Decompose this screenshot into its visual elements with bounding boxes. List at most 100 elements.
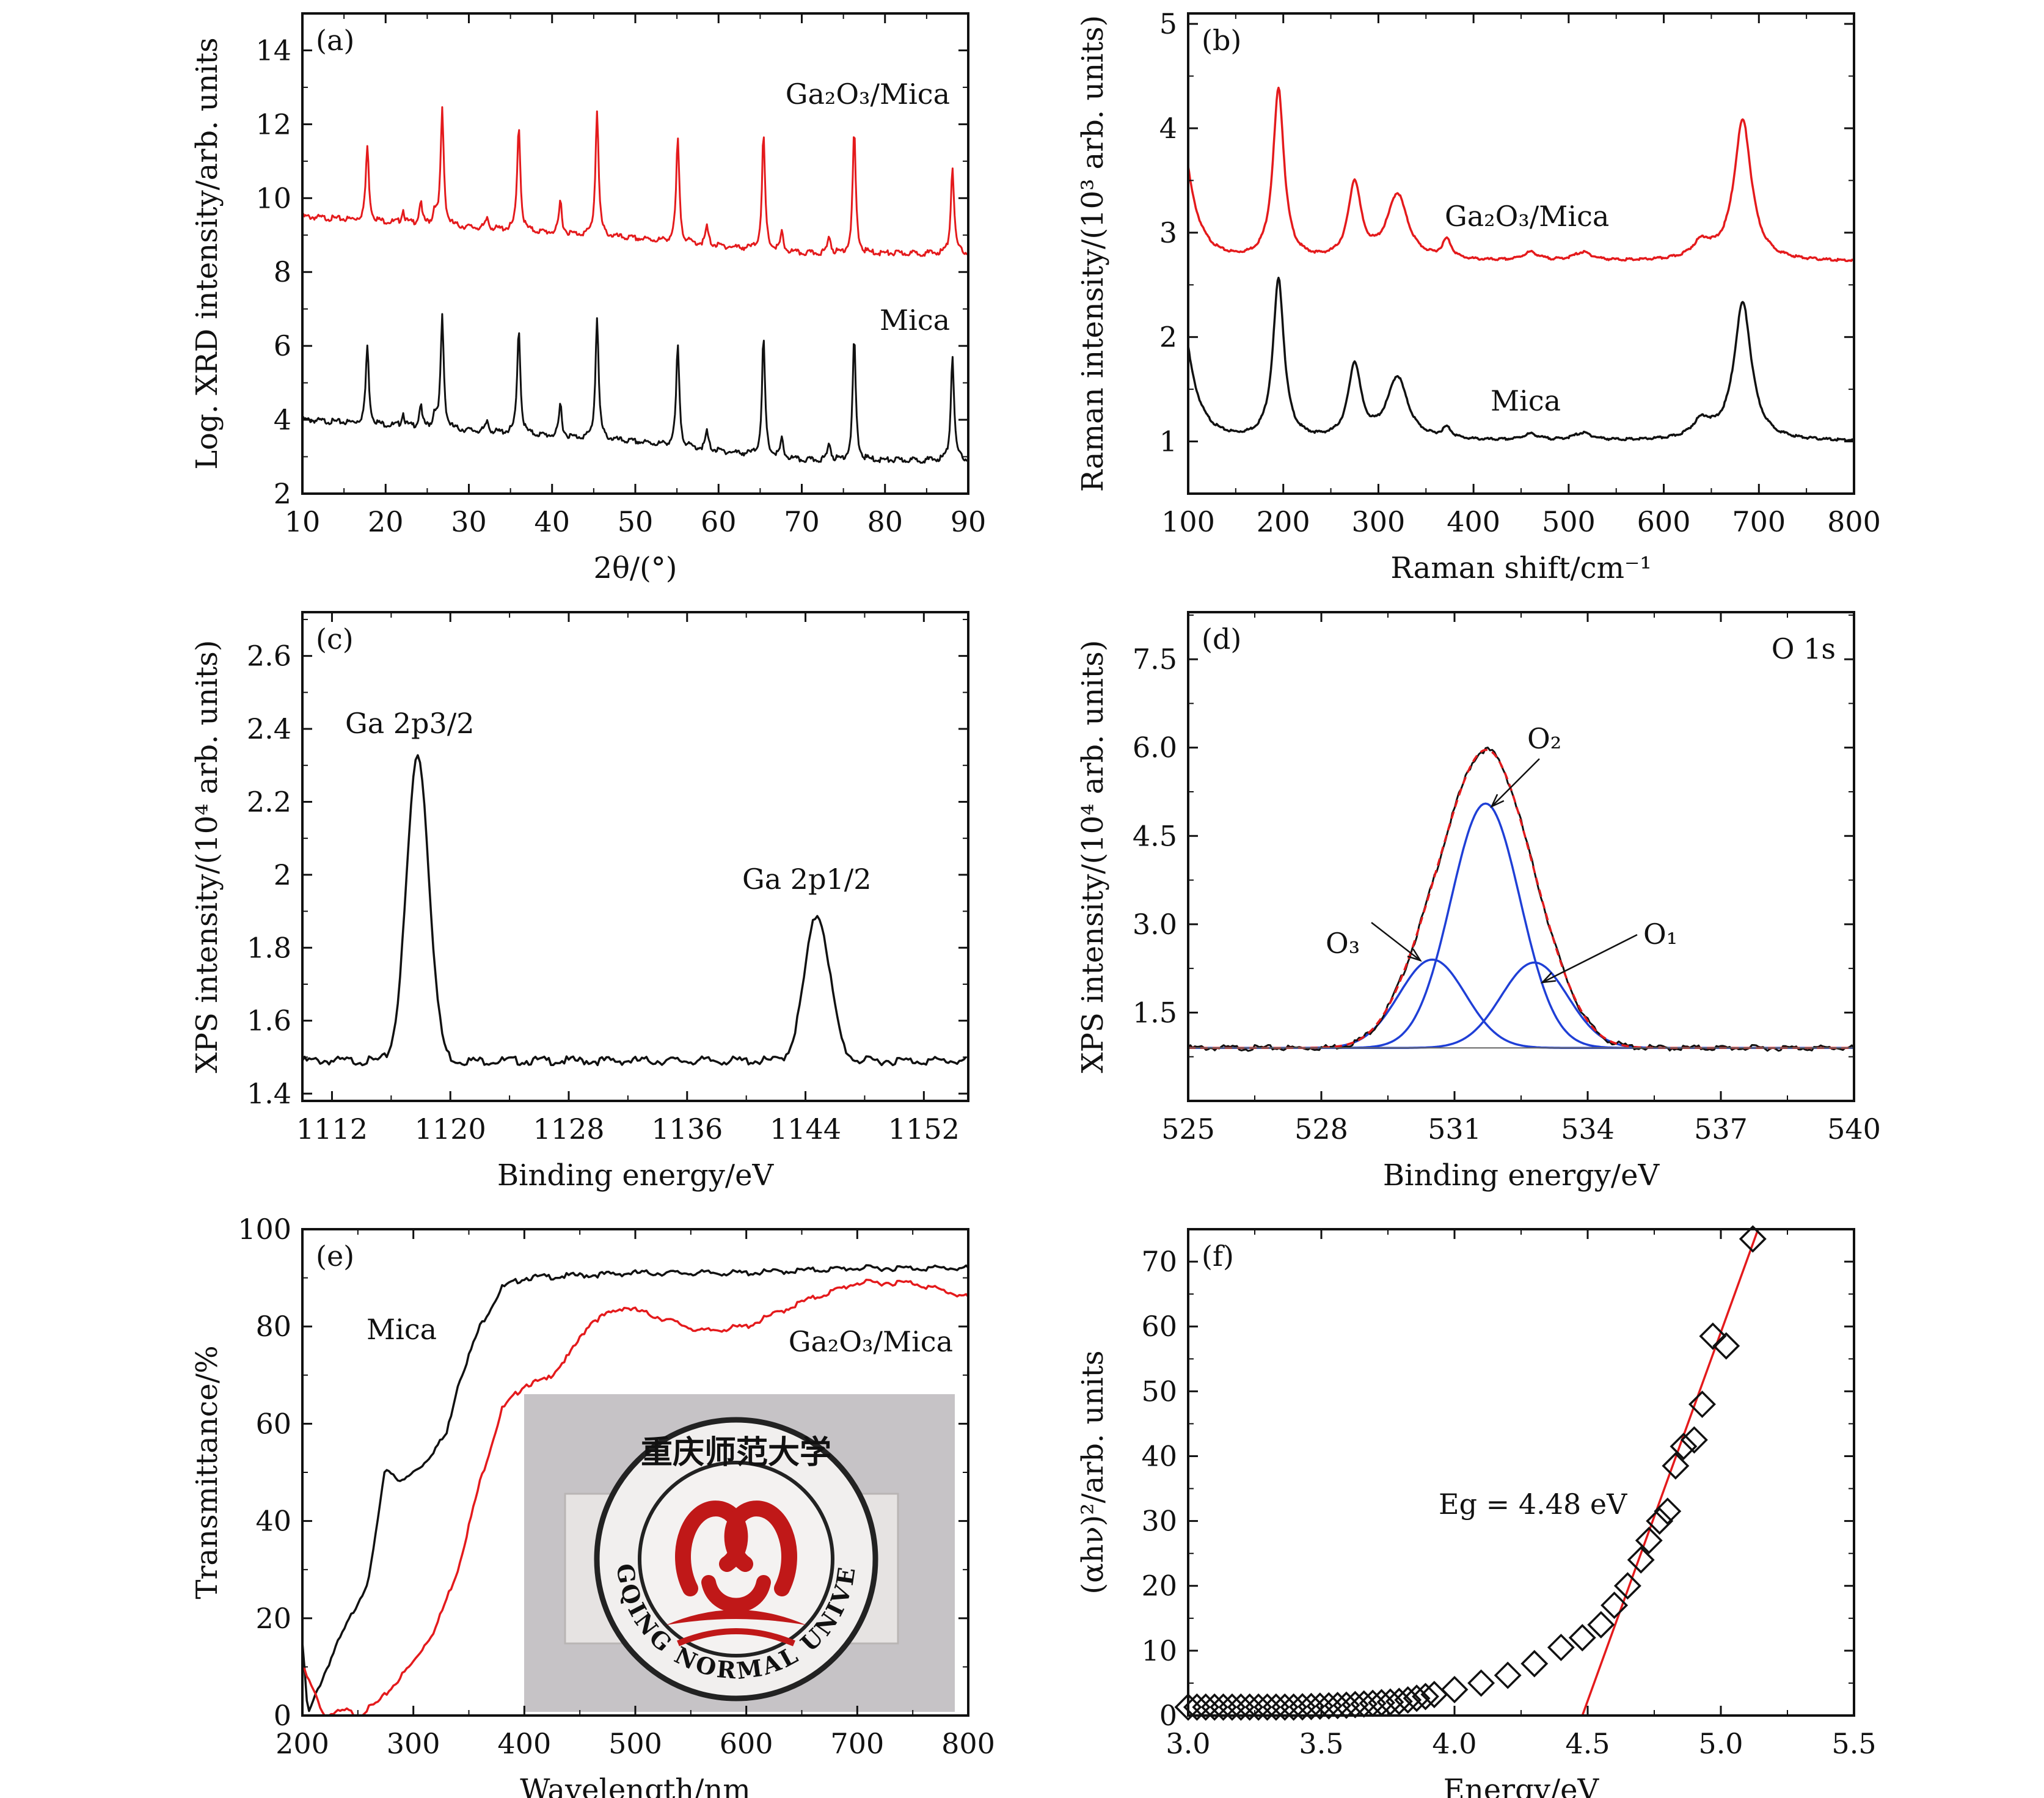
x-tick-label: 70 — [784, 505, 820, 538]
annotation-mica: Mica — [367, 1313, 437, 1346]
panel-f-frame — [1187, 1228, 1855, 1717]
raman-series-mica — [1187, 276, 1855, 442]
y-axis-label: Log. XRD intensity/arb. units — [190, 37, 224, 469]
x-tick-label: 537 — [1694, 1113, 1748, 1146]
annotation-ga2o3-mica: Ga₂O₃/Mica — [1445, 200, 1609, 233]
fit-component-o1 — [1188, 961, 1854, 1050]
tauc-data-point — [1646, 1507, 1674, 1535]
tauc-data-point — [1385, 1687, 1413, 1716]
tauc-data-point — [1627, 1546, 1655, 1574]
panel-a-plot — [301, 106, 968, 464]
logo-emblem-center — [701, 1575, 771, 1613]
y-axis-label: XPS intensity/(10⁴ arb. units) — [1076, 640, 1110, 1073]
tauc-data-point — [1699, 1322, 1727, 1350]
tauc-data-point — [1494, 1661, 1522, 1689]
x-tick-label: 800 — [1827, 505, 1881, 538]
tauc-data-point — [1601, 1592, 1629, 1620]
y-tick-label: 4 — [274, 403, 291, 436]
panel-b-plot — [1187, 86, 1855, 442]
x-tick-label: 4.5 — [1565, 1727, 1610, 1760]
x-tick-label: 600 — [720, 1727, 773, 1760]
x-tick-label: 528 — [1294, 1113, 1348, 1146]
x-tick-label: 1152 — [888, 1113, 960, 1146]
annotation-o2: O₂ — [1527, 722, 1561, 755]
x-axis-label: Energy/eV — [1444, 1773, 1600, 1798]
panel-c-frame — [301, 611, 969, 1102]
x-tick-label: 10 — [285, 505, 321, 538]
x-tick-label: 300 — [387, 1727, 440, 1760]
annotation-o1s: O 1s — [1772, 632, 1836, 665]
y-tick-label: 30 — [1141, 1505, 1177, 1538]
tauc-data-point — [1613, 1572, 1641, 1600]
x-axis-label: Wavelength/nm — [520, 1773, 751, 1798]
logo-emblem-base — [677, 1628, 795, 1646]
logo-emblem-right — [724, 1500, 797, 1596]
tauc-data-point — [1341, 1690, 1369, 1719]
y-tick-label: 40 — [255, 1505, 291, 1538]
x-tick-label: 1112 — [296, 1113, 368, 1146]
x-tick-label: 500 — [1542, 505, 1596, 538]
x-tick-label: 200 — [1257, 505, 1310, 538]
y-tick-label: 3 — [1159, 216, 1177, 249]
fit-component-o3 — [1188, 958, 1854, 1050]
annotation-ga2p12: Ga 2p1/2 — [742, 863, 872, 896]
tauc-data-point — [1587, 1610, 1615, 1639]
annotation-ga2p32: Ga 2p3/2 — [345, 707, 475, 740]
y-tick-label: 5 — [1159, 7, 1177, 40]
y-axis-label: XPS intensity/(10⁴ arb. units) — [190, 640, 224, 1073]
panel-e-axes: 200 300 400 500 600 700 800 0 20 40 60 80 100 Wavelen… — [190, 1213, 995, 1798]
tauc-data-point — [1739, 1225, 1767, 1253]
x-tick-label: 3.5 — [1299, 1727, 1343, 1760]
tauc-data-point — [1368, 1689, 1396, 1717]
y-tick-label: 80 — [255, 1310, 291, 1343]
annotation-ga2o3-mica: Ga₂O₃/Mica — [789, 1325, 953, 1358]
tauc-data-point — [1324, 1692, 1352, 1720]
xrd-series-mica — [301, 313, 968, 464]
y-tick-label: 7.5 — [1133, 643, 1177, 676]
transmittance-series-mica — [301, 1264, 969, 1712]
tauc-data-point — [1467, 1669, 1495, 1697]
y-tick-label: 1.5 — [1133, 996, 1177, 1029]
x-tick-label: 30 — [451, 505, 487, 538]
y-tick-label: 60 — [1141, 1310, 1177, 1343]
tauc-data-point — [1412, 1683, 1439, 1711]
xrd-series-ga2o3-mica — [301, 106, 968, 257]
x-tick-label: 50 — [618, 505, 654, 538]
y-tick-label: 10 — [1141, 1634, 1177, 1667]
logo-chinese-name: 重庆师范大学 — [641, 1434, 831, 1471]
panel-b-frame — [1187, 12, 1855, 495]
y-tick-label: 1.4 — [247, 1077, 291, 1110]
x-tick-label: 300 — [1352, 505, 1406, 538]
y-tick-label: 100 — [238, 1213, 291, 1246]
y-tick-label: 4 — [1159, 112, 1177, 145]
panel-label: (e) — [316, 1240, 354, 1273]
panel-d-axes: 525 528 531 534 537 540 1.5 3.0 4.5 6.0 7.5 Binding… — [1076, 611, 1881, 1193]
tauc-data-point — [1712, 1332, 1740, 1360]
panel-a-axes: 10 20 30 40 50 60 70 80 90 2 4 6 8 10 12 14 2θ/(°) Log. X… — [190, 12, 986, 585]
arrow-o3 — [1371, 922, 1421, 961]
y-tick-label: 8 — [274, 255, 291, 288]
x-tick-label: 525 — [1161, 1113, 1215, 1146]
tauc-data-point — [1688, 1391, 1716, 1419]
x-tick-label: 400 — [497, 1727, 551, 1760]
raman-series-ga2o3-mica — [1187, 86, 1855, 263]
panel-d-plot — [1187, 747, 1855, 1052]
y-tick-label: 20 — [255, 1602, 291, 1635]
tauc-data-point — [1635, 1526, 1663, 1554]
y-tick-label: 3.0 — [1133, 908, 1177, 941]
arrow-o2 — [1491, 758, 1540, 807]
y-tick-label: 6 — [274, 329, 291, 362]
y-tick-label: 12 — [255, 108, 291, 141]
y-tick-label: 1.6 — [247, 1004, 291, 1037]
tauc-data-point — [1568, 1624, 1596, 1652]
x-tick-label: 3.0 — [1166, 1727, 1210, 1760]
arrow-o3-head — [1407, 948, 1422, 962]
x-tick-label: 1144 — [770, 1113, 841, 1146]
x-tick-label: 700 — [1732, 505, 1786, 538]
x-tick-label: 1136 — [651, 1113, 723, 1146]
y-tick-label: 2.6 — [247, 640, 291, 673]
y-tick-label: 70 — [1141, 1245, 1177, 1278]
y-tick-label: 60 — [255, 1407, 291, 1440]
panel-label: (a) — [316, 24, 354, 57]
y-tick-label: 2 — [274, 858, 291, 891]
